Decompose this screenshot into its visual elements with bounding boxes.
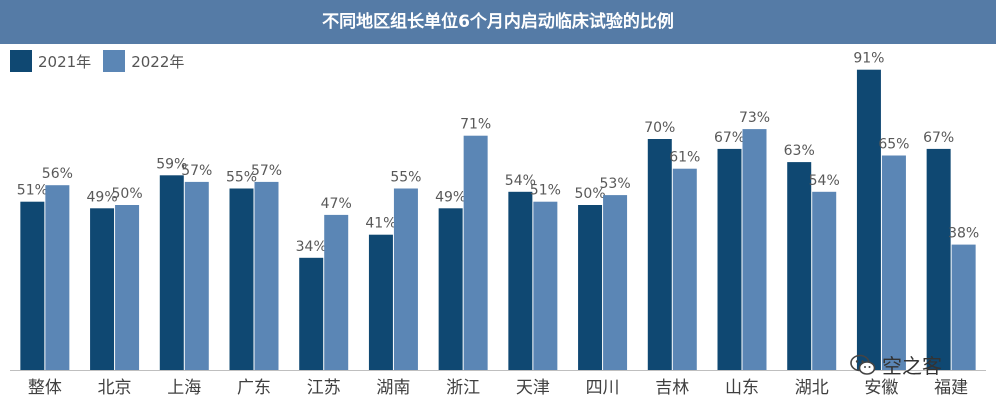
bar-2021: [508, 191, 533, 370]
bar-2022: [881, 155, 906, 370]
data-label-2022: 73%: [739, 110, 770, 126]
data-label-2021: 70%: [644, 120, 675, 136]
bar-2022: [951, 244, 976, 370]
watermark-text: 空之客: [882, 354, 942, 378]
bar-2021: [717, 148, 742, 370]
watermark: 空之客: [850, 350, 942, 379]
data-label-2022: 65%: [878, 137, 909, 153]
x-tick-label: 安徽: [864, 378, 898, 398]
x-tick-label: 浙江: [446, 378, 480, 398]
bar-2022: [254, 181, 279, 370]
x-tick-label: 北京: [98, 378, 132, 398]
x-tick-label: 江苏: [307, 378, 341, 398]
legend-swatch-2022: [103, 50, 126, 72]
x-tick-label: 四川: [586, 378, 620, 398]
data-label-2022: 71%: [460, 117, 491, 133]
data-label-2022: 55%: [390, 170, 421, 186]
data-label-2022: 57%: [251, 163, 282, 179]
data-label-2022: 51%: [530, 183, 561, 199]
data-label-2021: 51%: [17, 183, 48, 199]
bar-2022: [742, 129, 767, 370]
data-label-2021: 67%: [714, 130, 745, 146]
bar-2021: [20, 201, 45, 370]
legend-item-2022: 2022年: [103, 50, 184, 72]
data-label-2022: 50%: [112, 186, 143, 202]
x-tick-label: 天津: [516, 378, 550, 398]
x-tick-label: 福建: [934, 378, 968, 398]
data-label-2022: 56%: [42, 166, 73, 182]
bar-2022: [463, 135, 488, 370]
wechat-icon: [850, 354, 876, 375]
bar-2022: [184, 181, 209, 370]
legend-label-2021: 2021年: [38, 52, 92, 71]
bar-2021: [647, 139, 672, 370]
x-tick-label: 湖北: [795, 378, 829, 398]
bar-2022: [603, 195, 628, 370]
bar-2021: [578, 205, 603, 370]
data-label-2021: 59%: [156, 156, 187, 172]
bar-2022: [533, 201, 558, 370]
bar-2022: [672, 168, 697, 370]
data-label-2022: 61%: [669, 150, 700, 166]
data-label-2022: 54%: [809, 173, 840, 189]
data-label-2022: 57%: [181, 163, 212, 179]
data-label-2021: 49%: [435, 189, 466, 205]
data-label-2021: 63%: [784, 143, 815, 159]
chart-legend: 2021年 2022年: [10, 50, 196, 72]
legend-label-2022: 2022年: [131, 52, 185, 71]
data-label-2021: 55%: [226, 170, 257, 186]
legend-swatch-2021: [10, 50, 32, 72]
x-tick-label: 吉林: [655, 378, 689, 398]
bar-2021: [926, 148, 951, 370]
bar-2021: [299, 257, 324, 370]
data-label-2021: 91%: [853, 51, 884, 67]
data-label-2022: 53%: [600, 176, 631, 192]
data-label-2021: 41%: [365, 216, 396, 232]
data-label-2022: 47%: [321, 196, 352, 212]
data-label-2021: 49%: [87, 189, 118, 205]
bar-2021: [368, 234, 393, 370]
bar-2022: [324, 214, 349, 370]
bar-2021: [438, 208, 463, 370]
x-tick-label: 山东: [725, 378, 759, 398]
bar-2021: [159, 175, 184, 370]
data-label-2022: 38%: [948, 226, 979, 242]
legend-item-2021: 2021年: [10, 50, 91, 72]
data-label-2021: 34%: [296, 239, 327, 255]
bar-2022: [115, 205, 140, 370]
x-tick-label: 广东: [237, 378, 271, 398]
bar-2022: [812, 191, 837, 370]
data-label-2021: 50%: [575, 186, 606, 202]
bar-2021: [787, 162, 812, 370]
data-label-2021: 54%: [505, 173, 536, 189]
bar-2021: [90, 208, 115, 370]
chart-title-bar: [0, 0, 996, 44]
x-tick-label: 整体: [28, 378, 62, 398]
x-tick-label: 上海: [167, 378, 201, 398]
bar-2021: [856, 69, 881, 370]
x-tick-label: 湖南: [376, 378, 410, 398]
bar-2022: [45, 185, 70, 370]
chart-title: 不同地区组长单位6个月内启动临床试验的比例: [322, 12, 674, 32]
bar-2022: [393, 188, 418, 370]
bar-2021: [229, 188, 254, 370]
data-label-2021: 67%: [923, 130, 954, 146]
